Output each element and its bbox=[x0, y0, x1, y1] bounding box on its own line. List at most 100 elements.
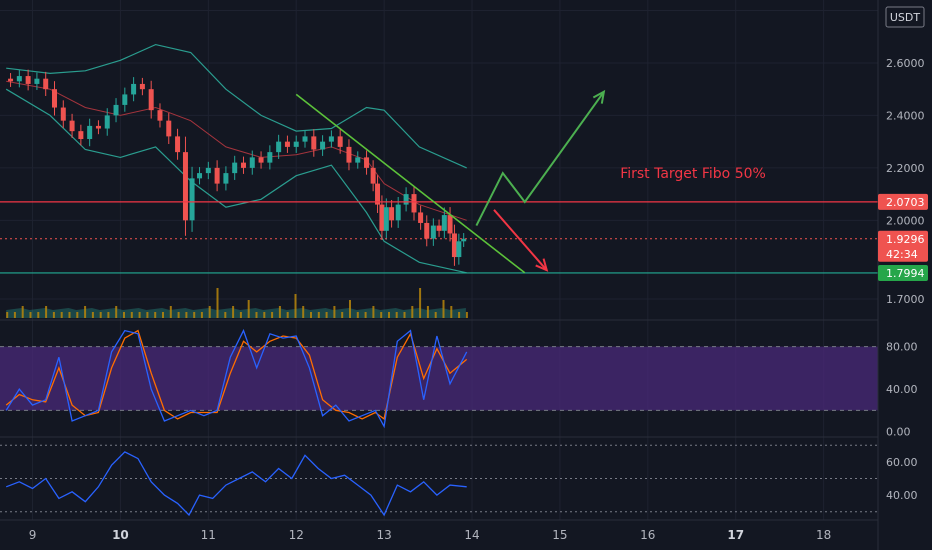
volume-bar bbox=[356, 312, 359, 318]
volume-bar bbox=[29, 312, 32, 318]
projection-arrow-up[interactable] bbox=[475, 91, 605, 227]
volume-bar bbox=[380, 312, 383, 318]
volume-bar bbox=[21, 306, 24, 318]
currency-label: USDT bbox=[890, 11, 921, 24]
time-tick-label: 14 bbox=[464, 528, 479, 542]
candle-body bbox=[258, 157, 264, 163]
volume-bar bbox=[294, 294, 297, 318]
volume-bar bbox=[91, 312, 94, 318]
time-axis[interactable]: 9 10 11 12 13 14 15 16 17 18 bbox=[29, 528, 832, 542]
bollinger-lower-band bbox=[5, 88, 467, 274]
price-tag-last bbox=[878, 230, 928, 262]
price-tags: 2.0703 1.9296 42:34 1.7994 bbox=[878, 193, 928, 281]
price-tag-value: 2.0703 bbox=[886, 196, 925, 209]
volume-bar bbox=[130, 312, 133, 318]
candle-body bbox=[240, 162, 246, 168]
candle-body bbox=[267, 152, 273, 163]
candle-body bbox=[189, 178, 195, 221]
price-tag-countdown: 42:34 bbox=[886, 248, 918, 261]
rsi-panel[interactable] bbox=[0, 444, 878, 517]
fibo-target-annotation[interactable]: First Target Fibo 50% bbox=[620, 166, 766, 182]
volume-bar bbox=[310, 312, 312, 318]
time-tick-label: 18 bbox=[816, 528, 831, 542]
volume-bar bbox=[146, 312, 149, 318]
volume-bar bbox=[247, 300, 250, 318]
volume-bar bbox=[465, 312, 468, 318]
volume-bar bbox=[99, 312, 102, 318]
price-tick-label: 2.6000 bbox=[886, 57, 925, 70]
projection-arrow-down[interactable] bbox=[493, 209, 548, 271]
candle-body bbox=[320, 141, 326, 150]
candle-body bbox=[25, 76, 31, 84]
currency-badge[interactable] bbox=[885, 6, 925, 28]
candle-body bbox=[148, 89, 154, 111]
price-tag-resistance bbox=[878, 193, 928, 210]
candlestick-series bbox=[8, 69, 467, 266]
time-tick-label: 17 bbox=[727, 528, 744, 542]
moving-average-line bbox=[6, 80, 467, 221]
volume-bar bbox=[177, 312, 180, 318]
volume-bar bbox=[458, 312, 461, 318]
price-tick-label: 1.7000 bbox=[886, 293, 925, 306]
candle-body bbox=[232, 162, 238, 174]
volume-bar bbox=[45, 306, 48, 318]
price-panel[interactable]: First Target Fibo 50% bbox=[0, 43, 878, 318]
volume-bar bbox=[232, 306, 235, 318]
volume-bar bbox=[200, 312, 203, 318]
candle-body bbox=[375, 183, 381, 205]
volume-bar bbox=[154, 312, 157, 318]
candle-body bbox=[131, 83, 137, 95]
stochastic-panel[interactable] bbox=[0, 328, 878, 429]
candle-body bbox=[441, 215, 447, 231]
candle-body bbox=[104, 115, 110, 129]
price-axis[interactable]: 1.70002.00002.20002.40002.60002.80000.00… bbox=[886, 4, 925, 502]
volume-bar bbox=[208, 306, 211, 318]
volume-bar bbox=[286, 312, 289, 318]
price-tag-value: 1.7994 bbox=[886, 267, 925, 280]
volume-bar bbox=[388, 312, 390, 318]
candle-body bbox=[51, 89, 57, 108]
candle-body bbox=[166, 120, 172, 137]
candle-body bbox=[355, 157, 361, 163]
candle-body bbox=[249, 157, 255, 168]
candle-body bbox=[346, 146, 352, 163]
candle-body bbox=[182, 152, 188, 221]
volume-bar bbox=[239, 312, 242, 318]
rsi-levels bbox=[0, 444, 878, 513]
candle-body bbox=[78, 131, 84, 140]
candle-body bbox=[311, 136, 317, 150]
bollinger-upper-band bbox=[6, 43, 467, 169]
candle-body bbox=[16, 76, 22, 82]
rsi-tick-label: 40.00 bbox=[886, 489, 918, 502]
volume-bar bbox=[349, 300, 351, 318]
candle-body bbox=[197, 173, 203, 179]
candle-body bbox=[424, 222, 430, 239]
candle-body bbox=[370, 167, 376, 184]
price-tick-label: 2.0000 bbox=[886, 214, 925, 227]
candle-body bbox=[157, 110, 163, 121]
volume-bar bbox=[13, 312, 16, 318]
stochastic-band bbox=[0, 346, 878, 411]
time-tick-label: 16 bbox=[640, 528, 655, 542]
time-tick-label: 12 bbox=[289, 528, 304, 542]
descending-trendline[interactable] bbox=[295, 93, 526, 274]
candle-body bbox=[276, 141, 282, 153]
volume-bar bbox=[216, 288, 219, 318]
candle-body bbox=[389, 207, 395, 221]
candle-body bbox=[403, 194, 409, 205]
volume-bar bbox=[333, 306, 336, 318]
candle-body bbox=[293, 141, 299, 147]
candle-body bbox=[395, 204, 401, 221]
volume-bar bbox=[372, 306, 375, 318]
candle-body bbox=[302, 136, 308, 142]
volume-bar bbox=[442, 300, 445, 318]
stoch-tick-label: 0.00 bbox=[886, 426, 911, 439]
arrow-down-head bbox=[535, 258, 549, 272]
candle-body bbox=[175, 136, 181, 153]
volume-bar bbox=[271, 312, 274, 318]
volume-bar bbox=[263, 312, 266, 318]
volume-bar bbox=[426, 306, 429, 318]
candle-body bbox=[87, 125, 93, 140]
candle-body bbox=[383, 207, 389, 231]
